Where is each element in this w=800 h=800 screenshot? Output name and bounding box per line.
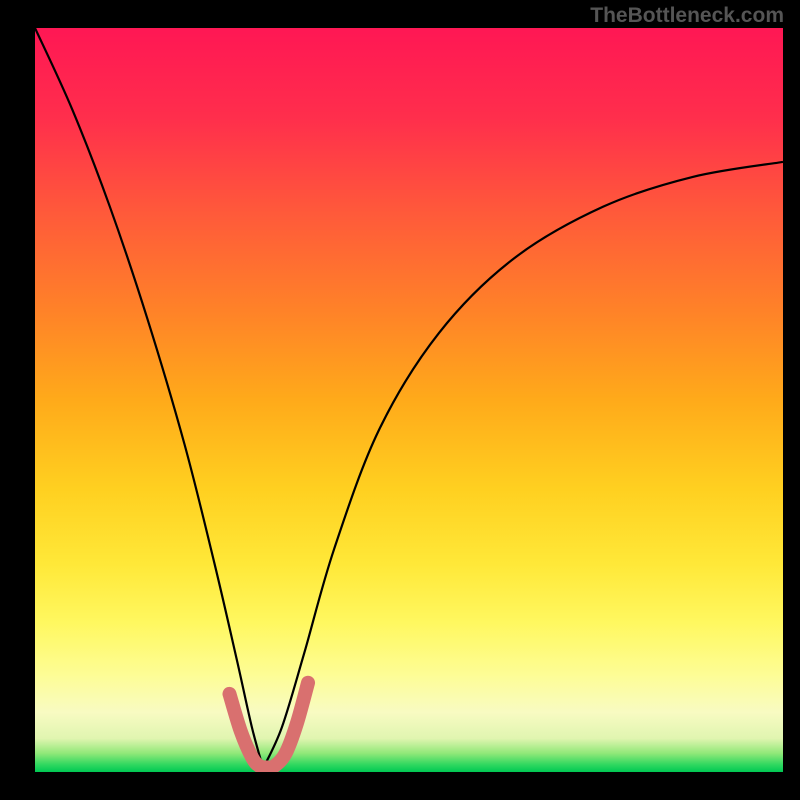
- curve-right-branch: [263, 162, 783, 768]
- chart-container: [35, 28, 783, 772]
- bottleneck-curve: [35, 28, 783, 772]
- watermark-text: TheBottleneck.com: [590, 4, 784, 28]
- curve-left-branch: [35, 28, 263, 768]
